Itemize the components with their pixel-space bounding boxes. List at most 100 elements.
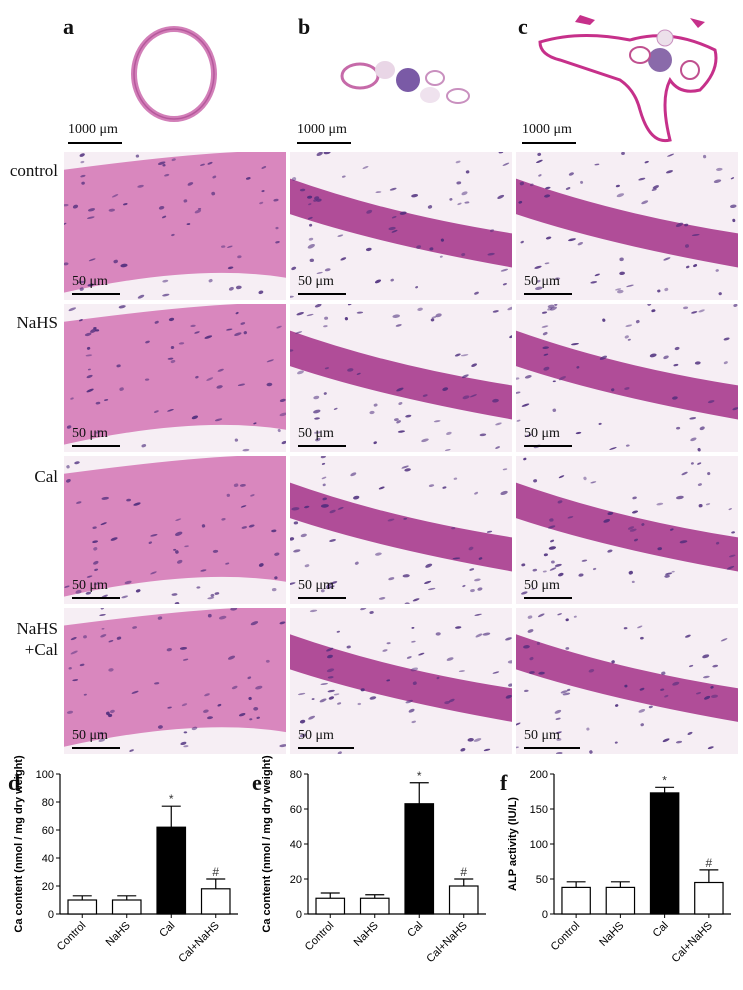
row-label-control: control xyxy=(9,161,58,180)
scalebar-label: 50 μm xyxy=(524,578,560,593)
y-tick-label: 60 xyxy=(42,825,54,837)
chart-d: 0 20 40 60 80 100 Ca content (nmol / mg dry we… xyxy=(0,755,250,990)
chart-e-svg: 0 20 40 60 80 Ca content (nmol / mg dry weigh… xyxy=(261,755,486,965)
scalebar-label: 50 μm xyxy=(72,728,108,743)
significance-mark: # xyxy=(212,865,219,879)
x-tick-label: Control xyxy=(55,920,89,954)
scalebar-line xyxy=(68,142,122,144)
micrograph-c-control: 50 μm xyxy=(516,152,738,300)
scalebar-detail: 50 μm xyxy=(72,728,142,752)
scalebar-label: 50 μm xyxy=(72,274,108,289)
row-label-nahs-cal: NaHS +Cal xyxy=(0,618,58,660)
x-tick-label: Cal+NaHS xyxy=(176,920,221,965)
panel-label-d: d xyxy=(8,770,21,795)
y-axis-label: Ca content (nmol / mg dry weight) xyxy=(261,755,273,933)
scalebar-line xyxy=(522,142,576,144)
micrograph-c-nahs: 50 μm xyxy=(516,304,738,452)
scalebar-overview-c: 1000 μm xyxy=(522,122,602,146)
scalebar-line xyxy=(524,747,580,749)
scalebar-line xyxy=(524,445,572,447)
overview-image-b xyxy=(330,40,480,120)
y-tick-label: 150 xyxy=(530,804,548,816)
bar xyxy=(448,885,479,915)
scalebar-line xyxy=(72,293,120,295)
scalebar-line xyxy=(297,142,351,144)
scalebar-line xyxy=(72,445,120,447)
panel-label-c: c xyxy=(518,14,528,39)
scalebar-detail: 50 μm xyxy=(524,274,594,298)
significance-mark: # xyxy=(706,856,713,870)
y-tick-label: 40 xyxy=(42,853,54,865)
scalebar-detail: 50 μm xyxy=(72,274,142,298)
scalebar-detail: 50 μm xyxy=(298,578,368,602)
panel-label-e: e xyxy=(252,770,262,795)
bar xyxy=(67,899,98,915)
chart-f-svg: 0 50 100 150 200 ALP activity (IU/L) Control Na… xyxy=(507,769,731,965)
panel-label-a: a xyxy=(63,14,74,39)
scalebar-label: 1000 μm xyxy=(522,122,572,137)
y-axis-label: ALP activity (IU/L) xyxy=(507,797,519,891)
x-tick-label: Control xyxy=(303,920,337,954)
overview-image-a xyxy=(120,12,228,130)
bar xyxy=(404,803,435,915)
significance-mark: * xyxy=(662,773,667,787)
bar xyxy=(694,881,724,915)
y-axis-label: Ca content (nmol / mg dry weight) xyxy=(13,755,25,933)
scalebar-label: 50 μm xyxy=(524,426,560,441)
micrograph-c-cal: 50 μm xyxy=(516,456,738,604)
row-label-nahs: NaHS xyxy=(16,313,58,332)
scalebar-line xyxy=(524,293,572,295)
scalebar-line xyxy=(72,597,120,599)
x-tick-label: NaHS xyxy=(597,920,626,949)
scalebar-detail: 50 μm xyxy=(524,578,594,602)
x-tick-label: NaHS xyxy=(352,920,381,949)
micrograph-a-nahs-cal: 50 μm xyxy=(64,608,286,754)
micrograph-b-nahs-cal: 50 μm xyxy=(290,608,512,754)
scalebar-label: 1000 μm xyxy=(68,122,118,137)
scalebar-label: 50 μm xyxy=(72,426,108,441)
scalebar-label: 50 μm xyxy=(72,578,108,593)
chart-d-svg: 0 20 40 60 80 100 Ca content (nmol / mg dry we… xyxy=(13,755,238,965)
row-label-cal: Cal xyxy=(34,467,58,486)
bar xyxy=(605,886,636,915)
x-tick-label: NaHS xyxy=(104,920,133,949)
micrograph-a-control: 50 μm xyxy=(64,152,286,300)
row-label-nahs-cal-line2: +Cal xyxy=(24,640,58,659)
micrograph-c-nahs-cal: 50 μm xyxy=(516,608,738,754)
scalebar-overview-b: 1000 μm xyxy=(297,122,377,146)
scalebar-detail: 50 μm xyxy=(72,578,142,602)
scalebar-label: 50 μm xyxy=(298,426,334,441)
scalebar-line xyxy=(298,445,346,447)
significance-mark: # xyxy=(460,865,467,879)
chart-f: 0 50 100 150 200 ALP activity (IU/L) Control Na… xyxy=(494,762,743,990)
y-tick-label: 60 xyxy=(290,804,302,816)
y-tick-label: 20 xyxy=(290,874,302,886)
bar xyxy=(200,888,231,915)
row-label-nahs-cal-line1: NaHS xyxy=(16,619,58,638)
scalebar-line xyxy=(524,597,572,599)
scalebar-detail: 50 μm xyxy=(298,728,368,752)
micrograph-b-control: 50 μm xyxy=(290,152,512,300)
scalebar-line xyxy=(72,747,120,749)
y-tick-label: 100 xyxy=(530,839,548,851)
x-tick-label: Cal+NaHS xyxy=(670,920,715,965)
y-tick-label: 0 xyxy=(48,909,54,921)
scalebar-label: 50 μm xyxy=(298,578,334,593)
panel-label-b: b xyxy=(298,14,311,39)
y-tick-label: 200 xyxy=(530,769,548,781)
y-tick-label: 0 xyxy=(296,909,302,921)
x-tick-label: Cal xyxy=(157,920,177,940)
y-tick-label: 40 xyxy=(290,839,302,851)
y-tick-label: 20 xyxy=(42,881,54,893)
micrograph-b-cal: 50 μm xyxy=(290,456,512,604)
micrograph-b-nahs: 50 μm xyxy=(290,304,512,452)
scalebar-overview-a: 1000 μm xyxy=(68,122,148,146)
y-tick-label: 80 xyxy=(42,797,54,809)
significance-mark: * xyxy=(169,792,174,806)
bar xyxy=(561,886,591,915)
scalebar-label: 50 μm xyxy=(524,728,560,743)
x-tick-label: Cal xyxy=(405,920,425,940)
y-tick-label: 100 xyxy=(36,769,54,781)
scalebar-detail: 50 μm xyxy=(72,426,142,450)
scalebar-label: 50 μm xyxy=(298,274,334,289)
